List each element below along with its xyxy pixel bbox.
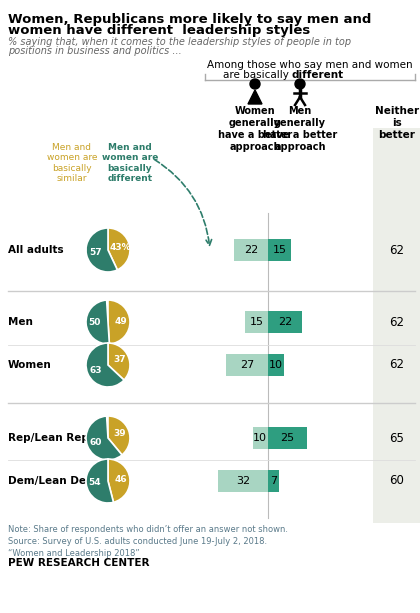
Circle shape	[295, 79, 305, 89]
Polygon shape	[248, 90, 262, 104]
FancyBboxPatch shape	[268, 427, 307, 449]
Text: PEW RESEARCH CENTER: PEW RESEARCH CENTER	[8, 558, 150, 568]
FancyBboxPatch shape	[373, 128, 420, 523]
Text: 25: 25	[280, 433, 294, 443]
Text: 15: 15	[249, 317, 263, 327]
Text: 22: 22	[244, 245, 258, 255]
Text: 7: 7	[270, 476, 277, 486]
Text: 39: 39	[114, 429, 126, 438]
FancyBboxPatch shape	[268, 311, 302, 333]
Text: 46: 46	[114, 475, 127, 484]
Text: Men: Men	[8, 317, 33, 327]
Text: % saying that, when it comes to the leadership styles of people in top: % saying that, when it comes to the lead…	[8, 37, 351, 47]
Text: Women
generally
have a better
approach: Women generally have a better approach	[218, 106, 292, 152]
Wedge shape	[108, 300, 130, 344]
FancyBboxPatch shape	[252, 427, 268, 449]
Text: Dem/Lean Dem: Dem/Lean Dem	[8, 476, 97, 486]
Wedge shape	[86, 416, 122, 460]
Text: positions in business and politics ...: positions in business and politics ...	[8, 46, 182, 56]
Text: 62: 62	[389, 359, 404, 371]
Text: Men
generally
have a better
approach: Men generally have a better approach	[263, 106, 337, 152]
Text: 10: 10	[253, 433, 267, 443]
Wedge shape	[86, 228, 117, 272]
Wedge shape	[108, 343, 130, 380]
FancyBboxPatch shape	[218, 470, 268, 492]
Text: Neither
is
better: Neither is better	[375, 106, 419, 140]
FancyBboxPatch shape	[268, 239, 291, 261]
Text: 15: 15	[273, 245, 286, 255]
Text: Note: Share of respondents who didn’t offer an answer not shown.
Source: Survey : Note: Share of respondents who didn’t of…	[8, 525, 288, 558]
Text: Men and
women are
basically
different: Men and women are basically different	[102, 143, 158, 183]
Text: 22: 22	[278, 317, 292, 327]
Text: 27: 27	[240, 360, 254, 370]
Text: 60: 60	[89, 438, 102, 447]
Text: 65: 65	[390, 432, 404, 444]
Text: 63: 63	[89, 366, 102, 375]
Wedge shape	[86, 343, 124, 387]
Text: 62: 62	[389, 243, 404, 256]
Text: 49: 49	[114, 317, 127, 326]
Circle shape	[250, 79, 260, 89]
Text: different: different	[292, 70, 344, 80]
FancyBboxPatch shape	[268, 354, 284, 376]
Text: 62: 62	[389, 316, 404, 329]
FancyBboxPatch shape	[234, 239, 268, 261]
Wedge shape	[108, 416, 130, 455]
Text: 57: 57	[89, 248, 102, 257]
Text: 50: 50	[89, 318, 101, 327]
Wedge shape	[86, 300, 109, 344]
Text: Among those who say men and women: Among those who say men and women	[207, 60, 413, 70]
Text: 32: 32	[236, 476, 250, 486]
Text: Women, Republicans more likely to say men and: Women, Republicans more likely to say me…	[8, 13, 371, 26]
FancyBboxPatch shape	[268, 470, 279, 492]
Text: 10: 10	[269, 360, 283, 370]
Text: 43%: 43%	[110, 243, 131, 252]
Text: Rep/Lean Rep: Rep/Lean Rep	[8, 433, 89, 443]
Text: are basically: are basically	[223, 70, 292, 80]
Text: All adults: All adults	[8, 245, 63, 255]
Text: women have different  leadership styles: women have different leadership styles	[8, 24, 310, 37]
FancyBboxPatch shape	[245, 311, 268, 333]
Text: Men and
women are
basically
similar: Men and women are basically similar	[47, 143, 97, 183]
FancyBboxPatch shape	[226, 354, 268, 376]
Wedge shape	[108, 228, 130, 270]
Wedge shape	[108, 459, 130, 502]
Text: Women: Women	[8, 360, 52, 370]
Text: 60: 60	[390, 474, 404, 487]
Text: 37: 37	[113, 356, 126, 365]
Wedge shape	[86, 459, 113, 503]
Text: 54: 54	[89, 478, 101, 487]
